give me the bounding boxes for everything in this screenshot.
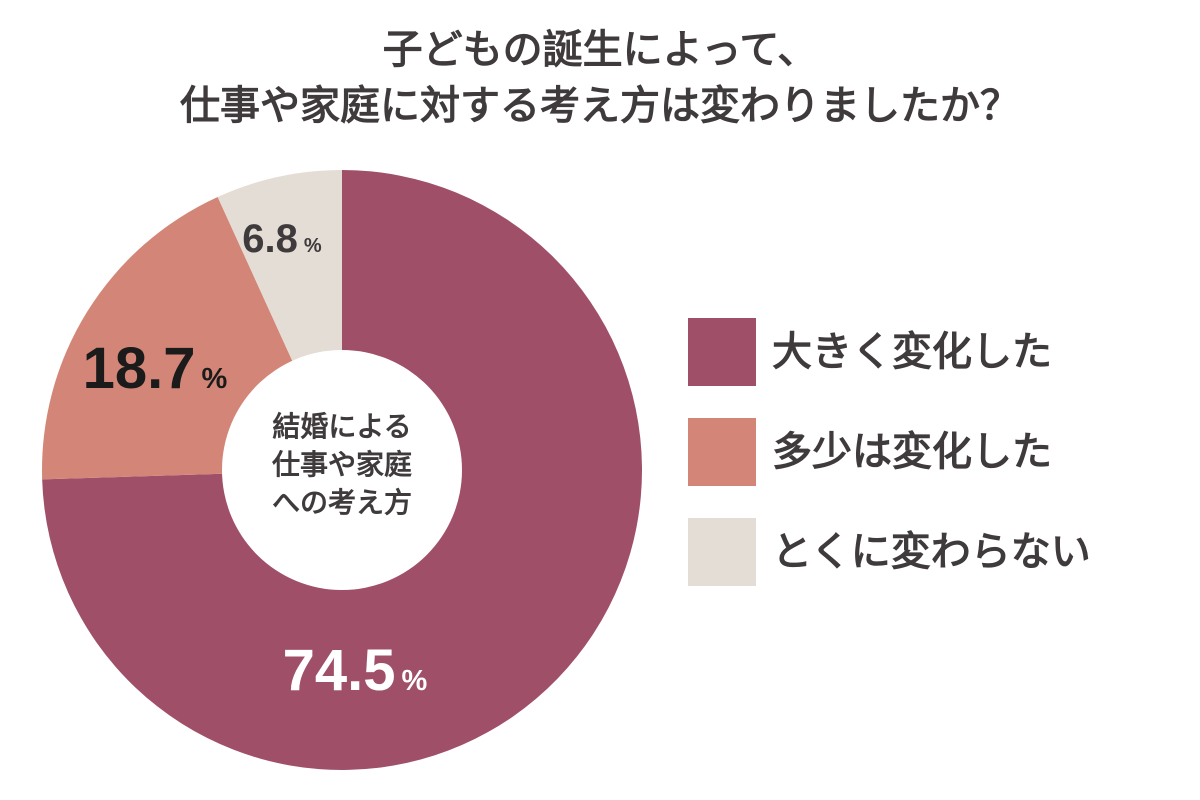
legend-label-minor: 多少は変化した <box>772 429 1052 475</box>
donut-hole <box>222 350 462 590</box>
slice-label-none: 6.8% <box>242 217 322 261</box>
center-label-line-2: 仕事や家庭 <box>271 448 412 481</box>
legend-swatch-none <box>688 518 756 586</box>
slice-label-minor: 18.7% <box>83 336 228 401</box>
slice-label-major: 74.5% <box>283 638 428 703</box>
chart-title: 子どもの誕生によって、 仕事や家庭に対する考え方は変わりましたか？ <box>0 22 1200 134</box>
legend-swatch-major <box>688 318 756 386</box>
chart-title-line-2: 仕事や家庭に対する考え方は変わりましたか？ <box>180 83 1020 129</box>
legend-label-major: 大きく変化した <box>772 329 1052 375</box>
center-label-line-3: への考え方 <box>272 486 412 519</box>
chart-title-line-1: 子どもの誕生によって、 <box>382 27 818 73</box>
legend-label-none: とくに変わらない <box>772 529 1091 575</box>
legend-swatch-minor <box>688 418 756 486</box>
center-label-line-1: 結婚による <box>272 410 411 443</box>
